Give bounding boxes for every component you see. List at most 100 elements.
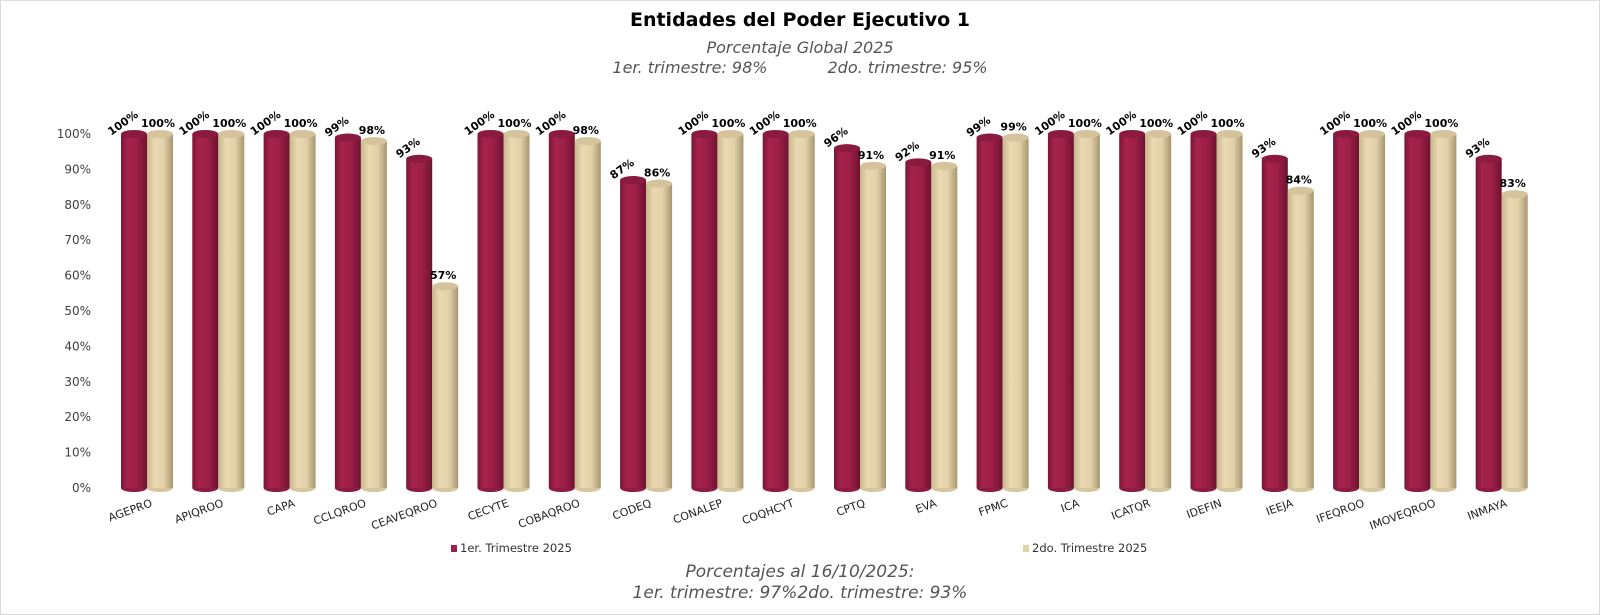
bar-top <box>192 130 219 138</box>
bar-q2: 86% <box>644 167 673 492</box>
bar-top <box>646 179 673 188</box>
bar-top <box>548 130 575 138</box>
bar-body <box>121 134 147 488</box>
x-tick-label: EVA <box>914 496 939 516</box>
bar-q1: 93% <box>1463 135 1502 492</box>
footer-q2: 2do. trimestre: 93% <box>797 583 968 603</box>
x-tick-label: CEAVEQROO <box>369 496 439 532</box>
bar-body <box>1430 134 1457 488</box>
bar-body <box>691 134 718 488</box>
legend-label-q1: 1er. Trimestre 2025 <box>460 541 572 555</box>
bar-body <box>1002 137 1029 489</box>
bar-body <box>646 183 673 488</box>
x-tick-label: APIQROO <box>173 496 226 526</box>
bar-top <box>762 130 789 138</box>
x-tick-label: CODEQ <box>611 496 654 522</box>
footer-quarters: 1er. trimestre: 97%2do. trimestre: 93% <box>0 583 1600 603</box>
data-label-q2: 57% <box>430 269 456 282</box>
bars: 100% 100% 100% 100% 100% 100% 99% 98%93%57%100%… <box>105 108 1528 492</box>
data-label-q2: 91% <box>858 149 884 162</box>
legend-item-q1: 1er. Trimestre 2025 <box>451 541 572 555</box>
x-tick-label: ICA <box>1059 496 1081 515</box>
bar-body <box>360 141 387 488</box>
bar-q2: 100% <box>1139 117 1173 492</box>
bar-q2: 83% <box>1500 177 1528 492</box>
bar-body <box>1047 134 1074 488</box>
bar-body <box>1261 158 1288 488</box>
bar-body <box>1475 158 1502 488</box>
data-label-q2: 100% <box>1139 117 1173 130</box>
bar-body <box>1073 134 1100 488</box>
bar-top <box>334 133 361 142</box>
bar-q2: 100% <box>284 117 318 492</box>
bar-body <box>762 134 789 488</box>
bar-top <box>1359 130 1386 138</box>
y-tick-label: 100% <box>57 127 91 141</box>
bar-q2: 98% <box>359 124 387 492</box>
bar-body <box>192 134 219 488</box>
bar-body <box>1333 134 1360 488</box>
bar-q2: 100% <box>1424 117 1458 492</box>
x-tick-label: CAPA <box>265 496 297 518</box>
bar-body <box>147 134 173 488</box>
bar-top <box>147 130 173 138</box>
bar-top <box>931 161 958 170</box>
bar-q1: 99% <box>964 114 1003 492</box>
bar-body <box>334 137 361 489</box>
bar-q1: 100% <box>1317 108 1360 492</box>
bar-top <box>289 130 316 138</box>
chart-title: Entidades del Poder Ejecutivo 1 <box>629 9 971 31</box>
bar-top <box>860 161 886 170</box>
y-tick-label: 10% <box>64 446 91 460</box>
bar-body <box>432 286 459 488</box>
x-tick-label: CECYTE <box>466 497 510 524</box>
bar-body <box>931 165 958 489</box>
bar-top <box>691 130 718 138</box>
bar-top <box>503 130 530 138</box>
legend-swatch-q2 <box>1023 544 1029 552</box>
bar-q1: 100% <box>1175 108 1217 492</box>
bar-body <box>788 134 815 488</box>
bar-q1: 93% <box>1249 135 1288 492</box>
bar-top <box>1475 154 1502 163</box>
bar-q1: 100% <box>533 108 575 492</box>
x-axis: AGEPRO APIQROO CAPA CCLQROO CEAVEQROO CECYTE C… <box>107 496 1510 532</box>
x-tick-label: CONALEP <box>671 496 724 526</box>
legend-item-q2: 2do. Trimestre 2025 <box>1023 541 1147 555</box>
x-tick-label: AGEPRO <box>107 496 155 524</box>
x-tick-label: INMAYA <box>1466 496 1509 522</box>
footer-q1: 1er. trimestre: 97% <box>632 583 798 603</box>
bar-body <box>477 134 504 488</box>
bar-top <box>121 130 147 138</box>
bar-top <box>1261 154 1288 163</box>
bar-top <box>1119 130 1146 138</box>
y-tick-label: 70% <box>64 233 91 247</box>
bar-q2: 100% <box>783 117 817 492</box>
bar-q2: 98% <box>573 124 601 492</box>
bar-top <box>1287 186 1314 195</box>
bar-q2: 100% <box>212 117 246 492</box>
bar-body <box>1119 134 1146 488</box>
bar-q1: 92% <box>893 139 932 492</box>
bar-top <box>976 133 1003 142</box>
data-label-q2: 100% <box>498 117 532 130</box>
data-label-q2: 86% <box>644 167 670 180</box>
bar-body <box>620 180 647 488</box>
bar-top <box>432 282 459 291</box>
footer-date-line: Porcentajes al 16/10/2025: <box>685 562 915 582</box>
bar-top <box>477 130 504 138</box>
bar-q1: 93% <box>394 135 433 492</box>
bar-q2: 57% <box>430 269 459 492</box>
bar-top <box>1501 190 1528 199</box>
bar-body <box>1145 134 1172 488</box>
x-tick-label: COQHCYT <box>740 497 796 528</box>
x-tick-label: ICATQR <box>1110 496 1153 522</box>
data-label-q2: 100% <box>711 117 745 130</box>
x-tick-label: CPTQ <box>835 496 868 518</box>
bar-top <box>1404 130 1431 138</box>
bar-body <box>218 134 245 488</box>
bar-q1: 100% <box>248 108 290 492</box>
bar-body <box>1287 190 1314 488</box>
y-tick-label: 30% <box>64 375 91 389</box>
